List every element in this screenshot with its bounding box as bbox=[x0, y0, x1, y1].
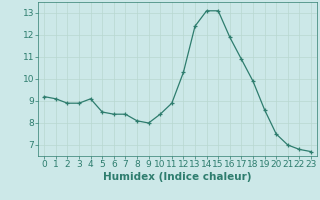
X-axis label: Humidex (Indice chaleur): Humidex (Indice chaleur) bbox=[103, 172, 252, 182]
